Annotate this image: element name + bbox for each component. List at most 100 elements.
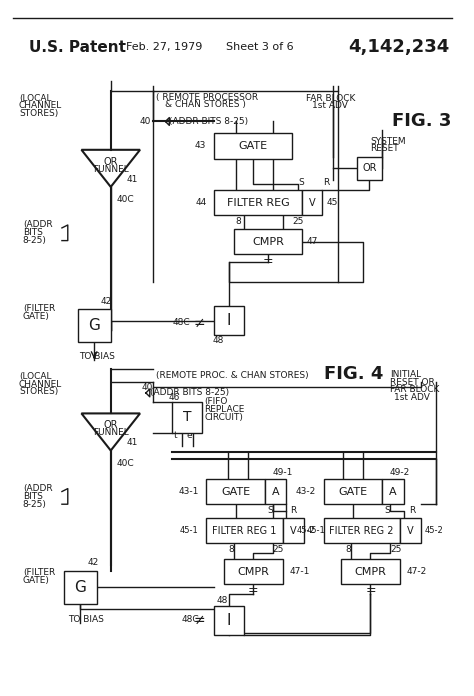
Text: 42: 42 (87, 558, 99, 567)
Text: GATE: GATE (338, 487, 367, 496)
Text: FIG. 3: FIG. 3 (392, 111, 451, 129)
Text: SYSTEM: SYSTEM (371, 136, 406, 145)
Bar (64, 571, 97, 604)
Text: (ADDR BITS 8-25): (ADDR BITS 8-25) (169, 117, 248, 126)
Text: 48: 48 (212, 335, 224, 345)
Text: STORES): STORES) (19, 109, 58, 118)
Text: 8: 8 (228, 545, 234, 553)
Text: (FIFO: (FIFO (204, 397, 228, 406)
Text: V: V (407, 525, 414, 536)
Text: GATE): GATE) (23, 576, 50, 585)
Text: INITIAL: INITIAL (390, 370, 421, 379)
Text: 40: 40 (140, 117, 151, 126)
Text: FUNNEL: FUNNEL (93, 429, 128, 438)
Text: A: A (389, 487, 397, 496)
Text: GATE): GATE) (23, 313, 50, 322)
Bar (172, 402, 201, 433)
Bar (302, 190, 322, 215)
Text: FILTER REG 1: FILTER REG 1 (212, 525, 277, 536)
Text: G: G (88, 318, 100, 333)
Text: V: V (290, 525, 297, 536)
Text: G: G (74, 580, 86, 594)
Text: 8-25): 8-25) (23, 236, 47, 245)
Text: R: R (324, 178, 330, 187)
Text: CHANNEL: CHANNEL (19, 102, 62, 111)
Text: (LOCAL: (LOCAL (19, 93, 52, 102)
Text: FUNNEL: FUNNEL (93, 165, 128, 174)
Text: GATE: GATE (221, 487, 250, 496)
Text: Sheet 3 of 6: Sheet 3 of 6 (226, 42, 293, 52)
Text: 42: 42 (101, 296, 112, 306)
Text: CMPR: CMPR (355, 567, 386, 576)
Text: 44: 44 (195, 198, 206, 207)
Bar (214, 133, 292, 159)
Text: R: R (410, 505, 416, 514)
Text: 40C: 40C (117, 459, 134, 468)
Text: =: = (248, 584, 259, 596)
Bar (78, 309, 111, 342)
Text: 1st ADV: 1st ADV (312, 102, 348, 111)
Text: BITS: BITS (23, 492, 43, 501)
Text: 4,142,234: 4,142,234 (348, 38, 449, 56)
Text: S: S (384, 505, 390, 514)
Text: STORES): STORES) (19, 388, 58, 397)
Text: CMPR: CMPR (252, 237, 284, 246)
Text: 48C: 48C (172, 318, 190, 327)
Text: RESET: RESET (371, 144, 399, 153)
Text: t: t (173, 432, 177, 441)
Text: 47-2: 47-2 (407, 567, 427, 576)
Text: 43: 43 (195, 141, 206, 150)
Text: (FILTER: (FILTER (23, 568, 55, 577)
Text: OR: OR (362, 164, 377, 173)
Text: 45: 45 (327, 198, 338, 207)
Text: OR: OR (103, 157, 118, 166)
Text: 25: 25 (273, 545, 284, 553)
Text: U.S. Patent: U.S. Patent (29, 40, 126, 55)
Text: 49-2: 49-2 (390, 468, 410, 477)
Text: RESET OR: RESET OR (390, 378, 435, 387)
Text: I: I (227, 313, 231, 328)
Text: FAR BLOCK: FAR BLOCK (306, 93, 356, 102)
Text: 8-25): 8-25) (23, 500, 47, 509)
Text: (ADDR: (ADDR (23, 484, 53, 493)
Bar (357, 157, 382, 180)
Text: TO BIAS: TO BIAS (80, 352, 115, 361)
Text: FILTER REG 2: FILTER REG 2 (329, 525, 394, 536)
Bar (214, 606, 244, 635)
Text: V: V (309, 198, 315, 207)
Text: 45-2: 45-2 (424, 526, 443, 535)
Text: OR: OR (103, 420, 118, 430)
Text: 45-2: 45-2 (297, 526, 316, 535)
Text: FAR BLOCK: FAR BLOCK (390, 386, 439, 395)
Bar (382, 479, 404, 504)
Bar (324, 518, 400, 544)
Text: CHANNEL: CHANNEL (19, 379, 62, 388)
Text: Feb. 27, 1979: Feb. 27, 1979 (127, 42, 203, 52)
Text: CIRCUIT): CIRCUIT) (204, 413, 243, 422)
Bar (206, 518, 283, 544)
Text: BITS: BITS (23, 228, 43, 237)
Text: (FILTER: (FILTER (23, 304, 55, 313)
Text: S: S (267, 505, 273, 514)
Text: 1st ADV: 1st ADV (394, 393, 430, 402)
Text: 45-1: 45-1 (180, 526, 199, 535)
Text: 25: 25 (292, 216, 304, 226)
Text: S: S (298, 178, 304, 187)
Bar (341, 559, 400, 584)
Bar (206, 479, 265, 504)
Text: FIG. 4: FIG. 4 (324, 365, 383, 383)
Text: (ADDR: (ADDR (23, 221, 53, 230)
Text: 47: 47 (307, 237, 319, 246)
Text: 45-1: 45-1 (307, 526, 326, 535)
Text: 47-1: 47-1 (290, 567, 310, 576)
Text: =: = (263, 255, 273, 267)
Text: 41: 41 (127, 175, 138, 184)
Text: 43-2: 43-2 (295, 487, 316, 496)
Text: CMPR: CMPR (237, 567, 269, 576)
Bar (265, 479, 286, 504)
Text: 8: 8 (236, 216, 241, 226)
Text: 43-1: 43-1 (178, 487, 199, 496)
Text: 46: 46 (168, 393, 180, 402)
Text: & CHAN STORES ): & CHAN STORES ) (165, 100, 246, 109)
Text: I: I (227, 613, 231, 628)
